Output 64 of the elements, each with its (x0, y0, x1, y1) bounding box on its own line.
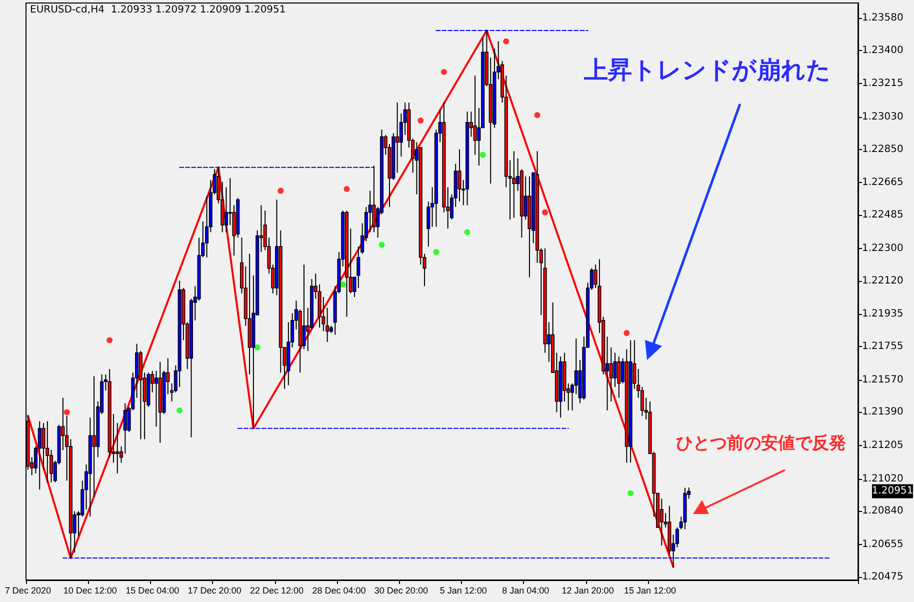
candlestick (46, 420, 50, 483)
x-tick-label: 8 Jan 04:00 (502, 586, 550, 596)
point (503, 38, 510, 44)
candlestick (609, 346, 613, 402)
x-tick-label: 30 Dec 20:00 (374, 586, 428, 596)
candlestick (574, 338, 578, 395)
point (176, 407, 183, 414)
x-tick-label: 7 Dec 2020 (4, 586, 51, 596)
y-tick-label: 1.20655 (862, 539, 904, 550)
candlestick (458, 148, 462, 202)
y-tick-label: 1.23030 (862, 111, 904, 122)
x-tick-label: 5 Jan 12:00 (440, 586, 487, 596)
x-tick-label: 15 Dec 04:00 (126, 586, 180, 596)
y-tick-label: 1.21205 (862, 440, 904, 452)
point (542, 209, 548, 216)
candlestick (38, 420, 42, 490)
candlestick (426, 201, 430, 248)
candlestick (617, 356, 621, 398)
y-tick-label: 1.21935 (862, 308, 904, 320)
point (418, 118, 424, 124)
y-tick-label: 1.23580 (862, 12, 904, 24)
point (480, 152, 486, 158)
x-tick-label: 12 Jan 20:00 (562, 586, 614, 596)
y-tick-label: 1.22300 (862, 242, 904, 254)
candlestick (92, 376, 96, 498)
candlestick (116, 422, 120, 474)
point (278, 188, 284, 194)
text: 1.20951 (872, 486, 914, 497)
point (464, 229, 470, 236)
chart-title: EURUSD-cd,H4 1.20933 1.20972 1.20909 1.20951 (30, 4, 286, 16)
point (433, 248, 440, 255)
x-tick-label: 10 Dec 12:00 (63, 586, 117, 596)
candlestick (372, 165, 376, 233)
point (344, 186, 350, 192)
y-tick-label: 1.20475 (862, 571, 904, 582)
y-tick-label: 1.23215 (862, 78, 904, 90)
y-tick-label: 1.22485 (862, 210, 904, 221)
point (624, 330, 630, 336)
point (378, 242, 385, 248)
point (64, 409, 70, 416)
y-tick-label: 1.21390 (862, 406, 904, 418)
y-tick-label: 1.20840 (862, 506, 904, 517)
candlestick (123, 402, 127, 454)
x-tick-label: 15 Jan 12:00 (624, 586, 676, 596)
candlestick (302, 264, 306, 350)
point (106, 337, 113, 344)
x-tick-label: 17 Dec 20:00 (188, 586, 242, 596)
candlestick (512, 150, 516, 218)
y-tick-label: 1.21755 (862, 341, 904, 352)
annotation: ひとつ前の安値で反発 (676, 434, 846, 454)
y-tick-label: 1.23400 (862, 44, 904, 56)
point (254, 344, 260, 350)
point (628, 490, 634, 496)
y-tick-label: 1.21020 (862, 473, 904, 484)
y-tick-label: 1.22120 (862, 275, 904, 286)
x-tick-label: 28 Dec 04:00 (312, 586, 366, 596)
annotation: 上昇トレンドが崩れた (583, 56, 831, 84)
x-tick-label: 22 Dec 12:00 (250, 586, 304, 596)
y-tick-label: 1.21570 (862, 374, 904, 386)
candlestick (154, 370, 158, 428)
y-tick-label: 1.22665 (862, 177, 904, 188)
point (440, 68, 447, 75)
y-tick-label: 1.22850 (862, 144, 904, 155)
point (534, 112, 540, 118)
